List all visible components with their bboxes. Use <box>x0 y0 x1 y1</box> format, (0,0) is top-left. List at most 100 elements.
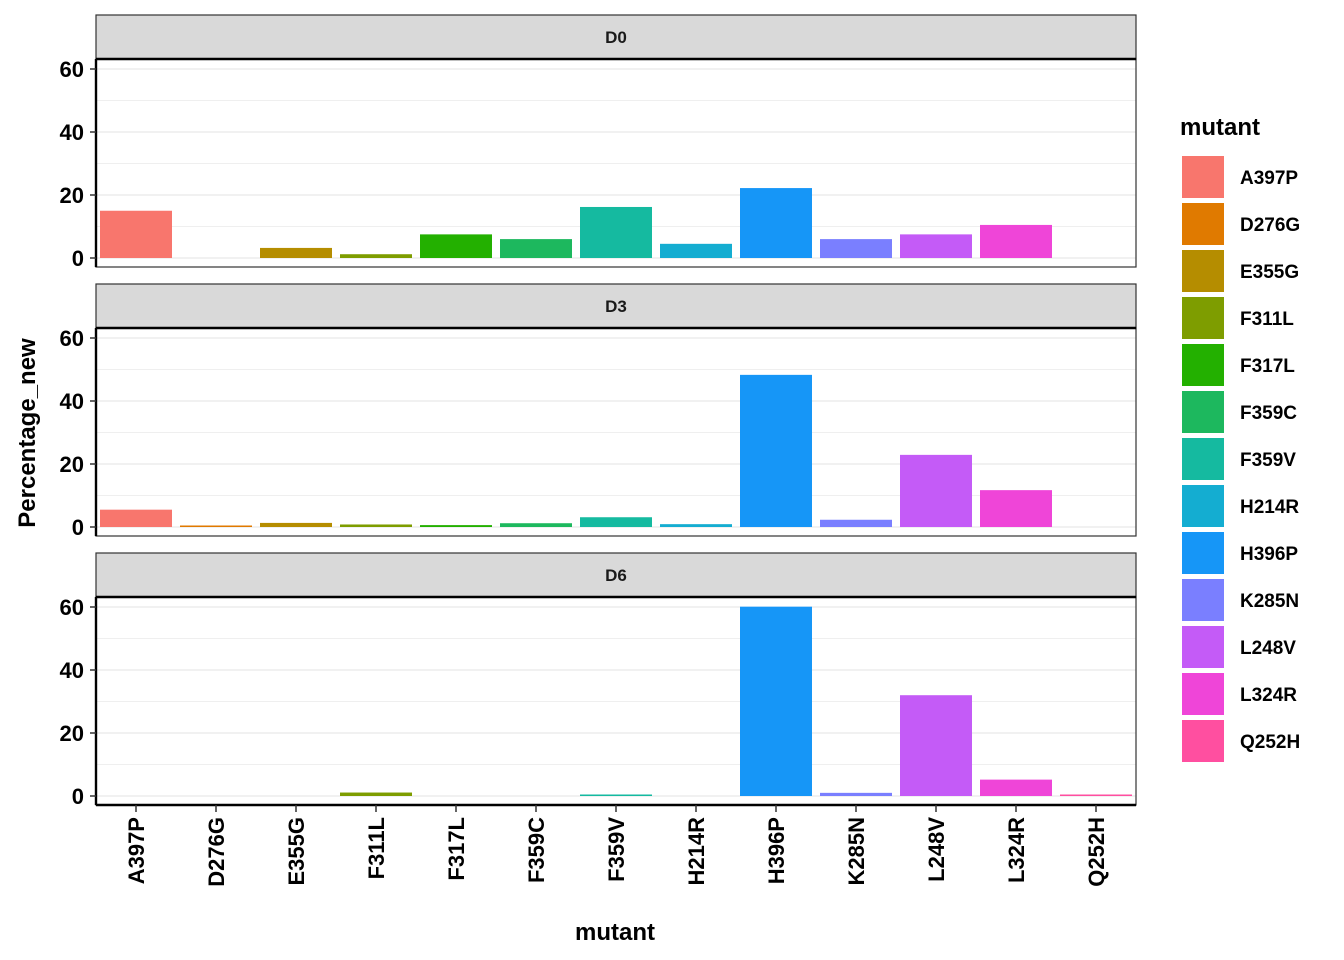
y-tick-label: 40 <box>60 658 84 683</box>
x-tick-label: K285N <box>844 817 869 885</box>
legend-entry-H396P: H396P <box>1182 532 1298 574</box>
bar-D0-H214R <box>660 243 732 258</box>
bar-D3-L248V <box>900 454 972 527</box>
bar-D0-E355G <box>260 247 332 258</box>
x-tick-label: D276G <box>204 817 229 887</box>
facet-strip <box>95 14 1137 60</box>
legend-label: H214R <box>1240 497 1299 518</box>
legend-entry-L324R: L324R <box>1182 673 1297 715</box>
legend-key <box>1182 532 1224 574</box>
legend-entry-K285N: K285N <box>1182 579 1299 621</box>
bar-D0-F359C <box>500 239 572 258</box>
legend-entry-F359V: F359V <box>1182 438 1296 480</box>
legend-title: mutant <box>1180 114 1260 141</box>
legend-label: L324R <box>1240 685 1297 706</box>
facet-panels: D0 0 20 40 60 D3 0 20 40 60 D6 0 20 40 60 <box>60 14 1137 809</box>
bar-D3-F317L <box>420 525 492 527</box>
legend-label: A397P <box>1240 168 1298 189</box>
legend-label: F359C <box>1240 403 1297 424</box>
legend-key <box>1182 344 1224 386</box>
bar-D6-L248V <box>900 695 972 796</box>
bar-D3-K285N <box>820 519 892 527</box>
legend-entry-E355G: E355G <box>1182 250 1299 292</box>
x-tick-label: F311L <box>364 817 389 879</box>
x-axis: A397P D276G E355G F311L F317L F359C F359V H214R… <box>124 805 1109 887</box>
legend-key <box>1182 720 1224 762</box>
facet-strip-label: D0 <box>605 28 627 47</box>
bar-D3-H214R <box>660 524 732 527</box>
x-tick-label: A397P <box>124 817 149 884</box>
legend-key <box>1182 250 1224 292</box>
y-tick-label: 20 <box>60 452 84 477</box>
legend: mutant A397P D276G E355G F311L F317L F359C F35… <box>1180 114 1300 762</box>
legend-label: F359V <box>1240 450 1296 471</box>
legend-key <box>1182 297 1224 339</box>
y-tick-label: 60 <box>60 57 84 82</box>
facet-strip-label: D3 <box>605 297 627 316</box>
x-tick-label: H396P <box>764 817 789 884</box>
facet-panel-D6: D6 0 20 40 60 <box>60 552 1137 809</box>
legend-entry-F317L: F317L <box>1182 344 1295 386</box>
facet-strip <box>95 552 1137 598</box>
legend-key <box>1182 391 1224 433</box>
bar-D0-L324R <box>980 224 1052 258</box>
legend-entry-F359C: F359C <box>1182 391 1297 433</box>
legend-entry-H214R: H214R <box>1182 485 1299 527</box>
bar-D3-A397P <box>100 509 172 527</box>
legend-entry-A397P: A397P <box>1182 156 1298 198</box>
y-tick-label: 60 <box>60 595 84 620</box>
bar-D0-A397P <box>100 210 172 258</box>
bar-D0-K285N <box>820 239 892 258</box>
bar-D6-K285N <box>820 792 892 796</box>
y-tick-label: 40 <box>60 120 84 145</box>
facet-panel-D0: D0 0 20 40 60 <box>60 14 1137 271</box>
y-tick-label: 0 <box>72 515 84 540</box>
legend-entry-F311L: F311L <box>1182 297 1294 339</box>
bar-D3-L324R <box>980 490 1052 527</box>
bar-D0-L248V <box>900 234 972 258</box>
bar-D0-F317L <box>420 234 492 258</box>
bar-D3-H396P <box>740 374 812 527</box>
legend-key <box>1182 438 1224 480</box>
bar-D6-L324R <box>980 779 1052 796</box>
bar-D6-H396P <box>740 606 812 796</box>
bar-D0-F311L <box>340 254 412 258</box>
y-tick-label: 40 <box>60 389 84 414</box>
x-tick-label: Q252H <box>1084 817 1109 887</box>
x-tick-label: H214R <box>684 817 709 886</box>
legend-entry-L248V: L248V <box>1182 626 1296 668</box>
bar-D3-F359C <box>500 523 572 527</box>
legend-label: F317L <box>1240 356 1295 377</box>
facet-strip <box>95 283 1137 329</box>
x-tick-label: E355G <box>284 817 309 886</box>
legend-key <box>1182 673 1224 715</box>
x-tick-label: L324R <box>1004 817 1029 883</box>
bar-D6-Q252H <box>1060 794 1132 796</box>
legend-entry-Q252H: Q252H <box>1182 720 1300 762</box>
legend-label: L248V <box>1240 638 1296 659</box>
x-axis-title: mutant <box>575 919 655 946</box>
bar-D6-F359V <box>580 794 652 796</box>
legend-label: Q252H <box>1240 732 1300 753</box>
y-tick-label: 20 <box>60 721 84 746</box>
x-tick-label: F317L <box>444 817 469 881</box>
y-tick-label: 0 <box>72 784 84 809</box>
bar-D3-D276G <box>180 525 252 527</box>
y-axis-title: Percentage_new <box>14 338 41 528</box>
bar-D0-H396P <box>740 188 812 258</box>
legend-label: F311L <box>1240 309 1294 330</box>
bar-D3-F311L <box>340 524 412 527</box>
x-tick-label: F359V <box>604 817 629 882</box>
legend-key <box>1182 626 1224 668</box>
legend-key <box>1182 485 1224 527</box>
y-tick-label: 60 <box>60 326 84 351</box>
legend-key <box>1182 203 1224 245</box>
legend-entry-D276G: D276G <box>1182 203 1300 245</box>
legend-key <box>1182 579 1224 621</box>
y-tick-label: 0 <box>72 246 84 271</box>
x-tick-label: L248V <box>924 817 949 882</box>
bar-D0-F359V <box>580 206 652 258</box>
facet-strip-label: D6 <box>605 566 627 585</box>
legend-key <box>1182 156 1224 198</box>
